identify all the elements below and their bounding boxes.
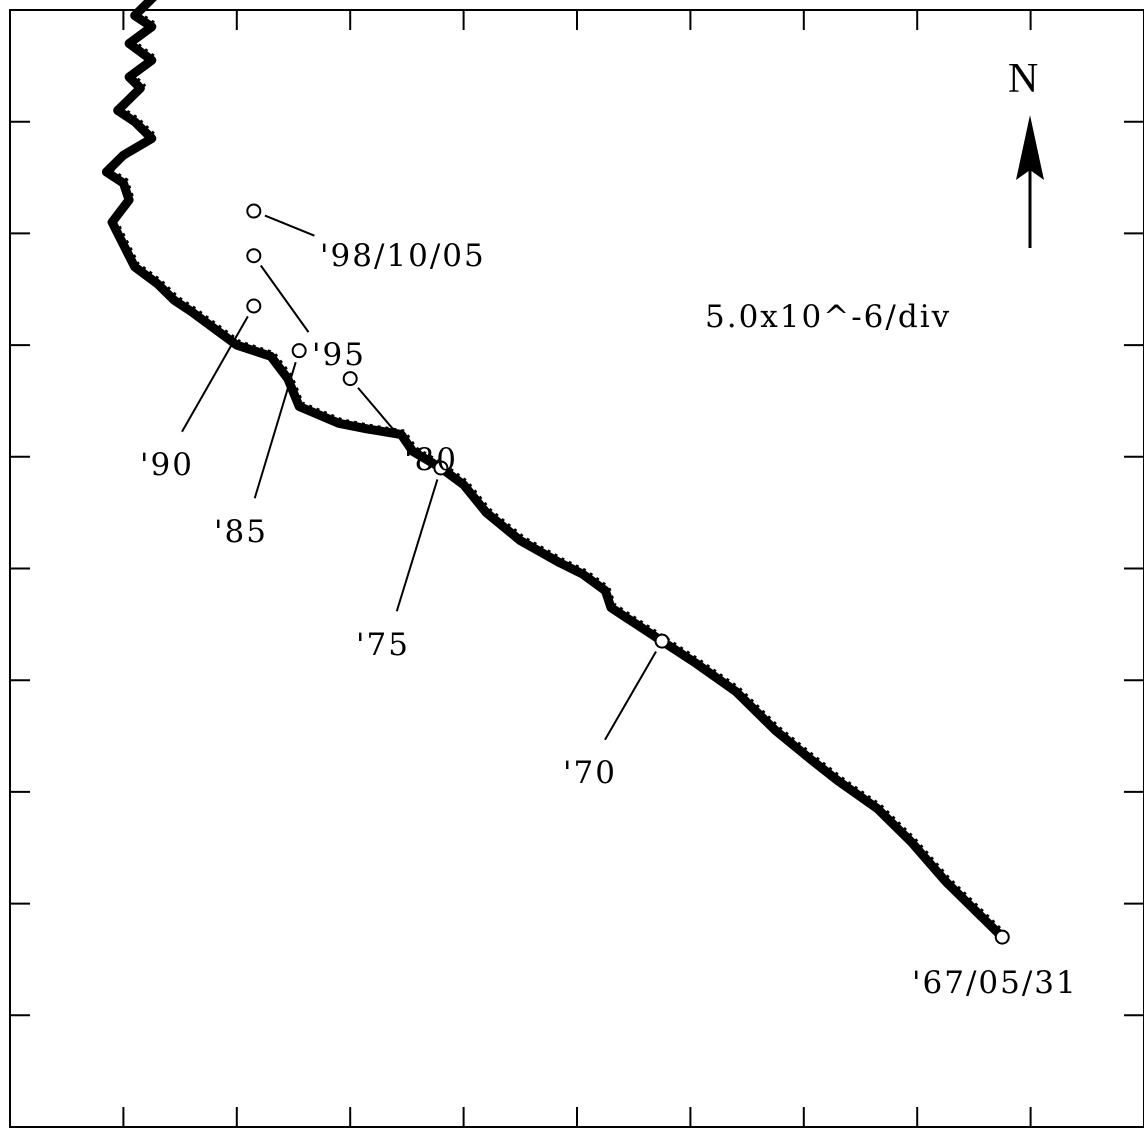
leader-line-8 [264, 214, 315, 237]
year-marker-1 [994, 929, 1010, 945]
marker-label-1998: '98/10/05 [320, 238, 486, 274]
year-marker-8 [246, 203, 262, 219]
leader-line-2 [604, 650, 657, 741]
north-label: N [1008, 56, 1038, 102]
year-marker-7 [246, 248, 262, 264]
leader-line-6 [181, 315, 249, 433]
north-arrow-icon [1016, 115, 1044, 180]
year-marker-4 [342, 371, 358, 387]
year-marker-6 [246, 298, 262, 314]
scale-note: 5.0x10^-6/div [705, 299, 951, 335]
marker-label-1970: '70 [563, 755, 617, 791]
year-marker-5 [291, 343, 307, 359]
marker-label-1975: '75 [356, 627, 410, 663]
year-markers [246, 203, 1010, 945]
marker-leader-lines [181, 214, 657, 741]
marker-label-1967: '67/05/31 [912, 965, 1078, 1001]
leader-line-7 [259, 264, 310, 333]
leader-line-4 [357, 387, 401, 439]
displacement-track [101, 0, 1007, 942]
year-marker-3 [433, 460, 449, 476]
marker-label-1990: '90 [140, 447, 194, 483]
marker-label-1995: '95 [312, 337, 366, 373]
axis-ticks [10, 10, 1144, 1127]
leader-line-3 [395, 479, 439, 612]
leader-line-5 [253, 361, 297, 499]
marker-label-1985: '85 [214, 514, 268, 550]
marker-label-1980: '80 [404, 442, 458, 478]
north-indicator: N [1008, 56, 1044, 248]
year-marker-2 [654, 633, 670, 649]
displacement-series-scatter [106, 0, 1007, 936]
